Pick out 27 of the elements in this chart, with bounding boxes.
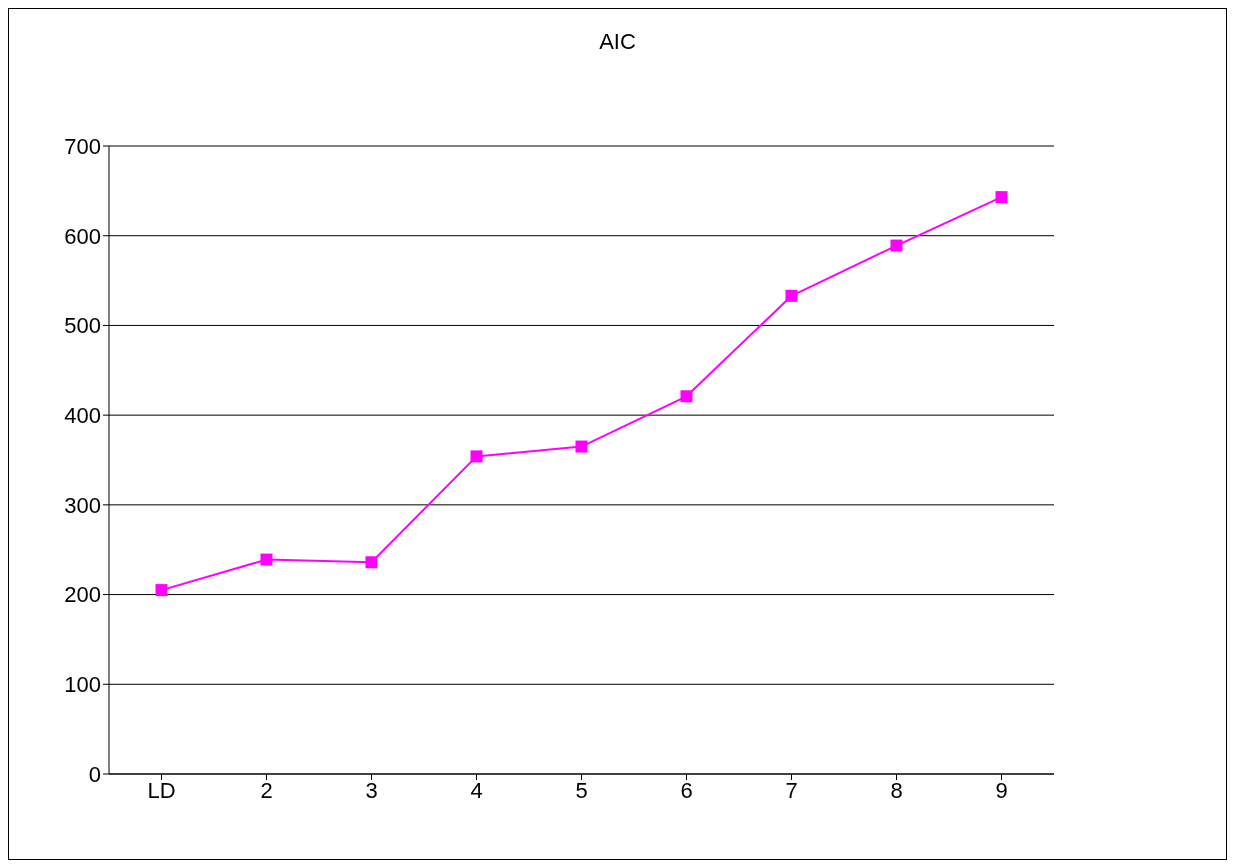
- x-tick-label: 5: [575, 777, 588, 803]
- y-tick-label: 400: [64, 402, 101, 428]
- point: [260, 553, 273, 566]
- point: [575, 440, 588, 453]
- y-tick-label: 600: [64, 223, 101, 249]
- x-tick-label: 8: [890, 777, 903, 803]
- chart-title: AIC: [598, 29, 637, 55]
- point: [470, 450, 483, 463]
- point: [680, 390, 693, 403]
- point: [155, 584, 168, 597]
- x-tick-label: 2: [260, 777, 273, 803]
- x-tick-label: 7: [785, 777, 798, 803]
- x-tick-label: 3: [365, 777, 378, 803]
- x-tick-label: 6: [680, 777, 693, 803]
- y-tick-label: 200: [64, 582, 101, 608]
- point: [365, 556, 378, 569]
- y-tick-label: 0: [88, 761, 101, 787]
- x-tick-label: 4: [470, 777, 483, 803]
- x-tick-label: 9: [995, 777, 1008, 803]
- y-tick-label: 700: [64, 133, 101, 159]
- point: [890, 239, 903, 252]
- point: [995, 191, 1008, 204]
- x-tick-label: LD: [147, 777, 176, 803]
- y-tick-label: 100: [64, 672, 101, 698]
- y-tick-label: 300: [64, 492, 101, 518]
- y-tick-label: 500: [64, 313, 101, 339]
- point: [785, 289, 798, 302]
